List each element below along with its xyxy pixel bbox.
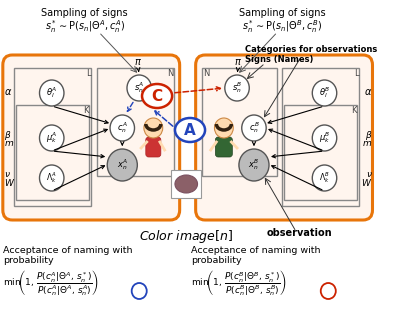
- Text: $\min\!\left(1,\, \dfrac{P(c_n^B|\Theta^B,\, s_n^*)}{P(c_n^B|\Theta^B,\, s_n^B)}: $\min\!\left(1,\, \dfrac{P(c_n^B|\Theta^…: [191, 268, 287, 298]
- Bar: [14, 68, 91, 206]
- Text: Signs (Names): Signs (Names): [244, 55, 313, 64]
- Text: N: N: [167, 69, 173, 78]
- Circle shape: [239, 149, 269, 181]
- Bar: [97, 68, 174, 176]
- Text: Acceptance of naming with: Acceptance of naming with: [191, 246, 320, 255]
- Text: $\Lambda_k^A$: $\Lambda_k^A$: [46, 171, 57, 186]
- Bar: [202, 68, 278, 176]
- Text: $c_n^A$: $c_n^A$: [117, 121, 128, 135]
- Text: K: K: [83, 106, 88, 115]
- Text: $m$: $m$: [362, 138, 372, 147]
- Text: $W$: $W$: [4, 177, 15, 188]
- Text: $s_n^A$: $s_n^A$: [134, 81, 144, 96]
- Text: $\nu$: $\nu$: [366, 170, 372, 179]
- Text: $\mu_k^A$: $\mu_k^A$: [46, 130, 58, 145]
- Text: $\theta_l^B$: $\theta_l^B$: [319, 86, 330, 101]
- Bar: [171, 170, 201, 198]
- Text: Color image$[n]$: Color image$[n]$: [139, 228, 233, 245]
- Circle shape: [110, 115, 134, 141]
- Bar: [282, 68, 359, 206]
- Text: probability: probability: [191, 256, 242, 265]
- Circle shape: [312, 125, 337, 151]
- FancyBboxPatch shape: [3, 55, 180, 220]
- Circle shape: [107, 149, 137, 181]
- Text: probability: probability: [3, 256, 54, 265]
- Text: $x_n^A$: $x_n^A$: [117, 158, 128, 172]
- Text: Sampling of signs: Sampling of signs: [41, 8, 128, 18]
- Text: $\nu$: $\nu$: [4, 170, 10, 179]
- Circle shape: [312, 80, 337, 106]
- Bar: [16, 105, 89, 200]
- Text: $\beta$: $\beta$: [4, 128, 11, 141]
- Text: $\pi$: $\pi$: [234, 57, 242, 67]
- Circle shape: [144, 118, 163, 138]
- Circle shape: [40, 80, 64, 106]
- Text: $\theta_l^A$: $\theta_l^A$: [46, 86, 58, 101]
- Circle shape: [40, 125, 64, 151]
- Circle shape: [127, 75, 152, 101]
- Ellipse shape: [175, 175, 198, 193]
- Text: $W$: $W$: [361, 177, 372, 188]
- Text: N: N: [203, 69, 210, 78]
- Text: $s_n^* \sim \mathrm{P}(s_n|\Theta^B, c_n^B)$: $s_n^* \sim \mathrm{P}(s_n|\Theta^B, c_n…: [242, 18, 322, 35]
- Text: $x_n^B$: $x_n^B$: [248, 158, 260, 172]
- Text: $m$: $m$: [4, 138, 14, 147]
- Text: Acceptance of naming with: Acceptance of naming with: [3, 246, 132, 255]
- Text: L: L: [86, 69, 90, 78]
- Text: A: A: [184, 123, 196, 137]
- Bar: [284, 105, 358, 200]
- Text: $\mu_k^B$: $\mu_k^B$: [319, 130, 330, 145]
- Text: $\alpha$: $\alpha$: [364, 87, 372, 97]
- Text: C: C: [152, 89, 163, 104]
- Text: $s_n^B$: $s_n^B$: [232, 81, 242, 96]
- Text: K: K: [351, 106, 356, 115]
- Text: $c_n^B$: $c_n^B$: [249, 121, 259, 135]
- Text: $\beta$: $\beta$: [365, 128, 372, 141]
- Circle shape: [312, 165, 337, 191]
- FancyBboxPatch shape: [146, 137, 161, 157]
- Text: $\min\!\left(1,\, \dfrac{P(c_n^A|\Theta^A,\, s_n^*)}{P(c_n^A|\Theta^A,\, s_n^A)}: $\min\!\left(1,\, \dfrac{P(c_n^A|\Theta^…: [3, 268, 99, 298]
- FancyBboxPatch shape: [196, 55, 372, 220]
- Text: $\alpha$: $\alpha$: [4, 87, 12, 97]
- Text: $\Lambda_k^B$: $\Lambda_k^B$: [319, 171, 330, 186]
- Text: $\pi$: $\pi$: [134, 57, 142, 67]
- Text: L: L: [354, 69, 358, 78]
- Text: observation: observation: [266, 228, 332, 238]
- FancyBboxPatch shape: [216, 137, 232, 157]
- Ellipse shape: [142, 84, 172, 108]
- Text: $s_n^* \sim \mathrm{P}(s_n|\Theta^A, c_n^A)$: $s_n^* \sim \mathrm{P}(s_n|\Theta^A, c_n…: [45, 18, 125, 35]
- Circle shape: [40, 165, 64, 191]
- Circle shape: [214, 118, 233, 138]
- Text: Categories for observations: Categories for observations: [244, 45, 377, 54]
- Circle shape: [242, 115, 266, 141]
- Text: Sampling of signs: Sampling of signs: [239, 8, 326, 18]
- Ellipse shape: [175, 118, 205, 142]
- Circle shape: [225, 75, 249, 101]
